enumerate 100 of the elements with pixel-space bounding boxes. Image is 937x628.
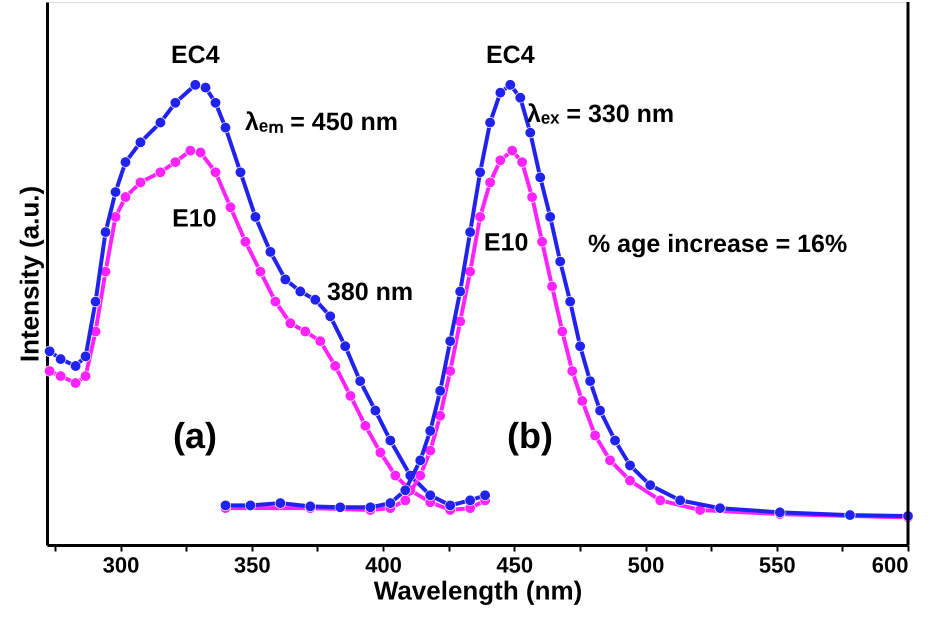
point bbox=[134, 136, 146, 148]
point bbox=[70, 360, 82, 372]
point bbox=[80, 370, 92, 382]
point bbox=[120, 192, 132, 203]
series-label: E10 bbox=[484, 228, 528, 257]
x-tick-label: 350 bbox=[234, 552, 271, 578]
point bbox=[504, 79, 516, 90]
point bbox=[364, 502, 376, 513]
annotation: % age increase = 16% bbox=[588, 230, 848, 258]
point bbox=[254, 266, 266, 278]
point bbox=[544, 211, 556, 222]
point bbox=[574, 340, 586, 352]
point bbox=[434, 385, 446, 396]
point bbox=[454, 316, 466, 327]
point bbox=[536, 236, 548, 248]
point bbox=[134, 176, 146, 188]
y-axis-title: Intensity (a.u.) bbox=[14, 186, 44, 362]
point bbox=[444, 500, 456, 511]
point bbox=[604, 454, 616, 466]
point bbox=[400, 484, 411, 496]
point bbox=[340, 340, 351, 352]
point bbox=[310, 294, 321, 306]
annotation: λₑₘ = 450 nm bbox=[245, 108, 398, 136]
point bbox=[554, 256, 566, 268]
point bbox=[224, 202, 236, 213]
point bbox=[80, 350, 92, 362]
annotation: (a) bbox=[173, 415, 217, 456]
annotation: 380 nm bbox=[327, 278, 414, 306]
point bbox=[370, 405, 381, 416]
point bbox=[90, 296, 102, 308]
point bbox=[154, 117, 166, 128]
series-label: E10 bbox=[172, 204, 217, 233]
point bbox=[220, 122, 232, 134]
point bbox=[374, 446, 386, 458]
point bbox=[55, 354, 66, 365]
point bbox=[610, 435, 621, 446]
point bbox=[506, 145, 518, 156]
point bbox=[546, 280, 558, 292]
point bbox=[414, 454, 426, 466]
point bbox=[274, 498, 286, 509]
point bbox=[494, 154, 506, 166]
x-tick-label: 500 bbox=[628, 552, 664, 578]
point bbox=[284, 318, 296, 329]
point bbox=[424, 425, 436, 436]
point bbox=[474, 166, 486, 178]
point bbox=[644, 480, 656, 491]
point bbox=[464, 266, 476, 278]
point bbox=[44, 366, 56, 377]
point bbox=[454, 286, 466, 297]
point bbox=[210, 97, 222, 108]
point bbox=[654, 494, 666, 506]
point bbox=[444, 366, 456, 377]
point bbox=[624, 460, 636, 471]
point bbox=[244, 500, 256, 511]
x-tick-label: 600 bbox=[872, 552, 908, 578]
point bbox=[434, 410, 446, 422]
point bbox=[344, 390, 356, 402]
point bbox=[424, 490, 436, 501]
point bbox=[100, 226, 112, 238]
point bbox=[55, 370, 66, 382]
point bbox=[234, 166, 246, 178]
point bbox=[210, 166, 222, 178]
point bbox=[474, 211, 486, 222]
point bbox=[330, 360, 341, 372]
point bbox=[220, 500, 232, 511]
point bbox=[384, 498, 396, 509]
point bbox=[526, 192, 538, 203]
point bbox=[195, 146, 206, 158]
annotation: (b) bbox=[507, 415, 553, 456]
point bbox=[360, 420, 371, 432]
point bbox=[424, 445, 436, 456]
point bbox=[844, 510, 856, 521]
point bbox=[170, 97, 181, 108]
point bbox=[110, 211, 122, 222]
annotation: λₑₓ = 330 nm bbox=[527, 100, 674, 128]
point bbox=[564, 296, 576, 308]
point bbox=[464, 494, 476, 506]
point bbox=[414, 470, 426, 482]
point bbox=[264, 246, 276, 258]
point bbox=[516, 156, 528, 168]
point bbox=[314, 336, 326, 347]
point bbox=[594, 405, 606, 416]
point bbox=[354, 376, 366, 387]
point bbox=[714, 502, 726, 514]
point bbox=[70, 377, 82, 389]
point bbox=[44, 346, 56, 357]
point bbox=[514, 92, 526, 104]
point bbox=[184, 145, 196, 156]
point bbox=[120, 156, 132, 168]
point bbox=[590, 430, 601, 442]
point bbox=[170, 156, 181, 168]
point bbox=[384, 435, 396, 446]
x-tick-label: 550 bbox=[758, 552, 796, 578]
point bbox=[674, 494, 686, 506]
point bbox=[280, 274, 291, 286]
point bbox=[294, 286, 306, 297]
point bbox=[444, 336, 456, 347]
x-tick-label: 450 bbox=[496, 552, 534, 578]
point bbox=[480, 490, 491, 501]
point bbox=[694, 504, 706, 516]
